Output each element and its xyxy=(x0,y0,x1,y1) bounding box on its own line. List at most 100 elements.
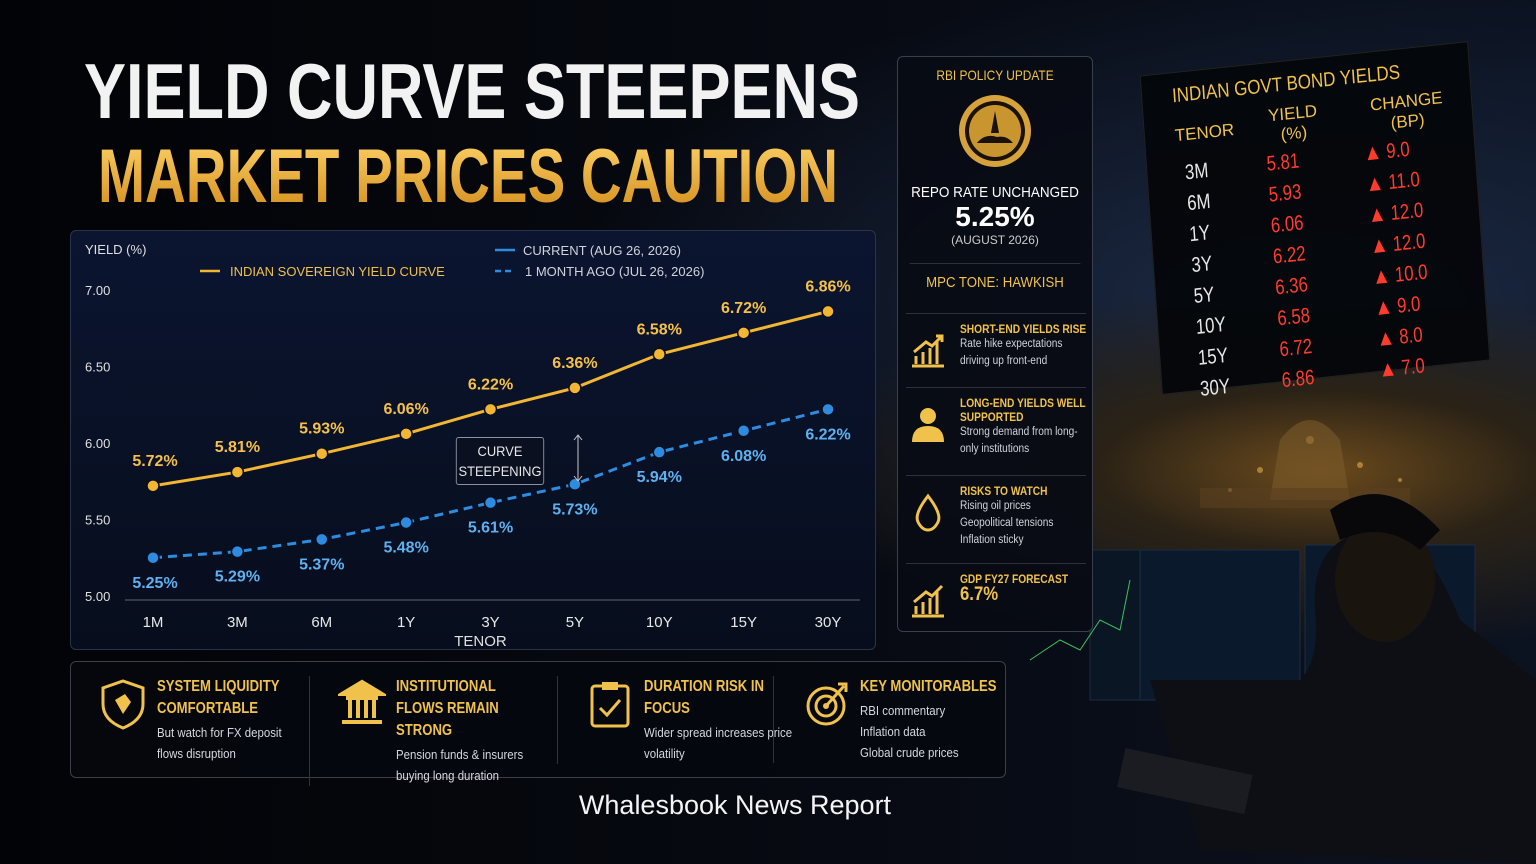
data-label: 5.37% xyxy=(299,556,344,573)
point xyxy=(146,479,160,493)
chart: YIELD (%) TENOR 5.00 5.50 6.00 6.50 7.00 1M 3M 6M… xyxy=(85,242,860,650)
repo-date: (AUGUST 2026) xyxy=(951,233,1039,247)
item-text: RBI commentary xyxy=(860,703,946,718)
legend-label: CURRENT (AUG 26, 2026) xyxy=(523,243,681,258)
rbi-item: GDP FY27 FORECAST 6.7% xyxy=(906,563,1086,623)
series-line xyxy=(152,407,829,560)
item-text: Inflation data xyxy=(860,724,926,739)
repo-label: REPO RATE UNCHANGED xyxy=(911,184,1079,201)
data-label: 5.48% xyxy=(383,540,428,557)
x-tick-label: 1M xyxy=(143,614,164,631)
data-label: 5.94% xyxy=(637,469,682,486)
rbi-panel: RBI POLICY UPDATE REPO RATE UNCHANGED 5.… xyxy=(897,56,1093,632)
y-tick-label: 5.00 xyxy=(85,589,110,604)
board-table: TENOR YIELD (%) CHANGE (BP) 3M 5.81 9.0 6M 5… xyxy=(1163,83,1490,407)
x-tick-label: 3Y xyxy=(481,614,499,631)
point xyxy=(483,402,498,417)
data-label: 6.36% xyxy=(552,355,597,372)
scene xyxy=(1029,420,1536,864)
rbi-item: SHORT-END YIELDS RISE Rate hike expectat… xyxy=(906,313,1086,385)
icon xyxy=(806,682,848,726)
annotation-arrow xyxy=(573,434,583,482)
point xyxy=(230,544,245,559)
icon xyxy=(912,584,944,618)
up-arrow xyxy=(1377,300,1390,315)
up-arrow xyxy=(1380,331,1393,346)
change: 11.0 xyxy=(1388,167,1421,195)
point xyxy=(483,495,498,510)
item-text: Rising oil prices xyxy=(960,500,1031,512)
x-tick-label: 5Y xyxy=(566,614,584,631)
icon xyxy=(590,682,630,728)
point xyxy=(315,532,329,547)
item-text: Wider spread increases price volatility xyxy=(644,725,793,761)
data-label: 6.22% xyxy=(468,376,513,393)
point xyxy=(821,304,835,319)
point xyxy=(652,445,666,459)
point xyxy=(399,427,413,441)
item-text: 6.7% xyxy=(960,584,999,605)
icon xyxy=(912,408,944,442)
data-label: 6.08% xyxy=(721,448,766,465)
change: 12.0 xyxy=(1392,229,1427,256)
y-axis-label: YIELD (%) xyxy=(85,242,146,257)
item-text: Geopolitical tensions xyxy=(960,517,1054,529)
item-text: Pension funds & insurers buying long dur… xyxy=(396,747,524,783)
icon xyxy=(101,679,145,730)
x-tick-label: 3M xyxy=(227,614,248,631)
x-tick-label: 1Y xyxy=(397,614,415,631)
rbi-item: RISKS TO WATCH Rising oil prices Geopoli… xyxy=(906,475,1086,561)
data-label: 5.29% xyxy=(215,569,260,586)
data-label: 5.73% xyxy=(552,501,597,518)
data-label: 5.61% xyxy=(468,520,513,537)
mpc-tone: MPC TONE: HAWKISH xyxy=(909,263,1081,291)
data-label: 6.22% xyxy=(805,426,850,443)
change: 10.0 xyxy=(1394,260,1429,287)
board-cell: 30Y xyxy=(1199,374,1231,401)
up-arrow xyxy=(1375,269,1388,284)
data-label: 6.86% xyxy=(805,278,850,295)
legend-label: INDIAN SOVEREIGN YIELD CURVE xyxy=(230,264,445,279)
rbi-item: LONG-END YIELDS WELL SUPPORTED Strong de… xyxy=(906,387,1086,473)
change: 9.0 xyxy=(1396,292,1422,318)
item-title: SYSTEM LIQUIDITY COMFORTABLE xyxy=(157,678,280,717)
data-label: 6.06% xyxy=(383,401,428,418)
repo-rate: 5.25% xyxy=(955,201,1035,232)
item-title: INSTITUTIONAL FLOWS REMAIN STRONG xyxy=(396,678,499,739)
change: 9.0 xyxy=(1385,137,1411,164)
rbi-emblem xyxy=(959,95,1031,167)
point xyxy=(736,326,751,340)
up-arrow xyxy=(1382,362,1395,377)
icon xyxy=(338,679,386,724)
icon xyxy=(915,493,941,532)
up-arrow xyxy=(1371,207,1384,223)
item-title: DURATION RISK IN FOCUS xyxy=(644,678,765,717)
annotation: CURVE STEEPENING xyxy=(455,437,545,485)
strip-item: INSTITUTIONAL FLOWS REMAIN STRONG Pensio… xyxy=(309,676,539,786)
item-title: SHORT-END YIELDS RISE xyxy=(960,322,1087,336)
y-tick-label: 6.00 xyxy=(85,436,110,451)
item-title: RISKS TO WATCH xyxy=(960,484,1048,498)
point xyxy=(399,515,413,530)
item-text: Inflation sticky xyxy=(960,534,1024,546)
data-label: 5.81% xyxy=(215,439,260,456)
icon xyxy=(912,334,944,368)
item-title: GDP FY27 FORECAST xyxy=(960,572,1069,586)
data-label: 5.93% xyxy=(299,421,344,438)
item-title: KEY MONITORABLES xyxy=(860,678,997,695)
title: YIELD CURVE STEEPENS MARKET PRICES CAUTI… xyxy=(84,50,860,219)
y-tick-label: 6.50 xyxy=(85,360,110,375)
x-axis-label: TENOR xyxy=(454,633,507,650)
point xyxy=(652,347,666,362)
data-label: 6.58% xyxy=(637,321,682,338)
point xyxy=(736,424,751,438)
title-line-2: MARKET PRICES CAUTION xyxy=(98,134,838,219)
point xyxy=(821,402,835,417)
point xyxy=(568,381,582,395)
x-tick-label: 30Y xyxy=(815,614,842,631)
bond-board: INDIAN GOVT BOND YIELDS TENOR YIELD (%) … xyxy=(1139,41,1491,401)
title-line-1: YIELD CURVE STEEPENS xyxy=(84,50,860,135)
footer: Whalesbook News Report xyxy=(578,790,892,820)
y-tick-label: 5.50 xyxy=(85,513,110,528)
